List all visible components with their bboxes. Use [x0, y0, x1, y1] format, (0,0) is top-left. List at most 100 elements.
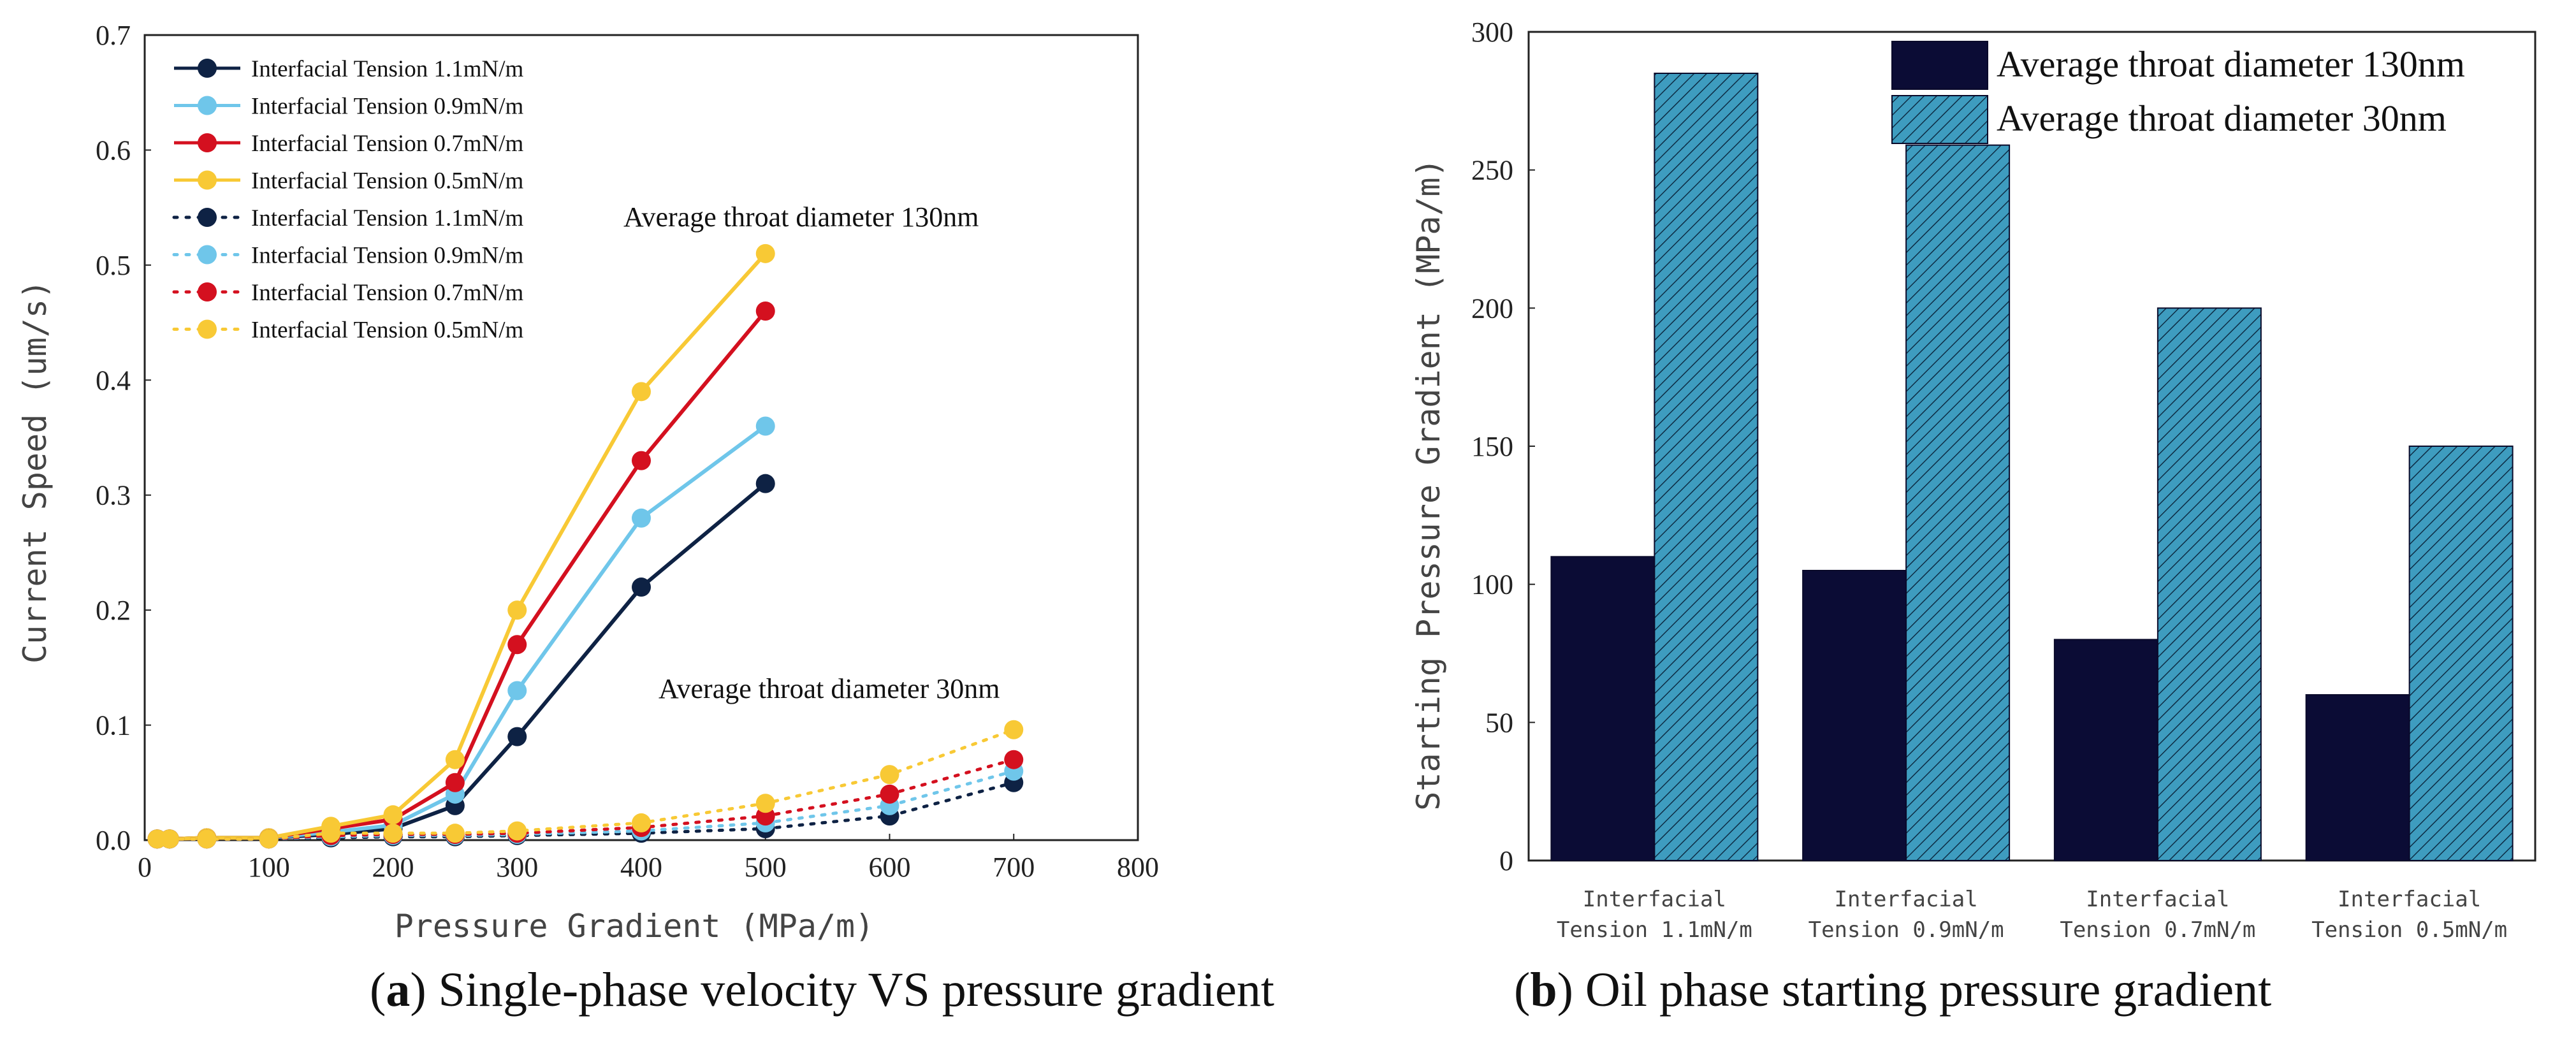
data-point — [755, 243, 775, 263]
data-point — [632, 508, 651, 528]
y-tick-label: 100 — [1471, 569, 1513, 600]
x-tick-label: 700 — [993, 852, 1035, 883]
category-label: Interfacial — [1835, 887, 1978, 912]
legend-marker — [198, 96, 217, 115]
legend-label: Interfacial Tension 0.7mN/m — [251, 131, 523, 157]
legend-label: Average throat diameter 130nm — [1997, 43, 2465, 85]
legend-swatch — [1891, 41, 1988, 90]
data-point — [507, 727, 527, 746]
bar-chart-category-labels: Interfacial Tension 1.1mN/m Interfacial Ten… — [1557, 887, 2507, 943]
data-point — [507, 635, 527, 655]
y-tick-label: 0.2 — [96, 595, 131, 626]
y-tick-label: 250 — [1471, 155, 1513, 186]
data-point — [755, 474, 775, 493]
series-dotted-7 — [147, 720, 1024, 849]
y-tick-label: 0.1 — [96, 710, 131, 741]
data-point — [445, 750, 465, 769]
bar-130nm — [2305, 694, 2410, 861]
bar-30nm — [2157, 307, 2262, 862]
x-tick-label: 400 — [620, 852, 662, 883]
bar-chart-ticks: 0 50 100 150 200 250 300 — [1471, 17, 1535, 876]
legend-marker — [198, 245, 217, 265]
data-point — [755, 302, 775, 321]
data-point — [259, 829, 279, 849]
line-chart-x-axis-title: Pressure Gradient (MPa/m) — [395, 908, 875, 945]
data-point — [445, 824, 465, 843]
x-tick-label: 600 — [869, 852, 911, 883]
y-tick-label: 150 — [1471, 431, 1513, 462]
x-tick-label: 200 — [372, 852, 414, 883]
legend-marker — [198, 170, 217, 190]
bar-30nm — [1905, 144, 2011, 862]
legend-swatch — [1891, 95, 1988, 144]
data-point — [321, 824, 341, 843]
bar-130nm — [1550, 556, 1655, 861]
bar-130nm — [1802, 570, 1907, 861]
bar-30nm — [1654, 73, 1759, 861]
category-label: Interfacial — [2338, 887, 2481, 912]
line-chart-series — [147, 243, 1024, 849]
y-tick-label: 0.0 — [96, 825, 131, 856]
data-point — [755, 794, 775, 813]
data-point — [445, 773, 465, 792]
data-point — [632, 813, 651, 832]
line-chart-legend: Interfacial Tension 1.1mN/m Interfacial T… — [172, 56, 523, 344]
data-point — [632, 382, 651, 402]
y-tick-label: 200 — [1471, 293, 1513, 324]
line-chart-ticks: 0 100 200 300 400 500 600 700 800 0.0 0.1 0.2 0.3 0.4… — [96, 20, 1159, 883]
y-tick-label: 0.6 — [96, 134, 131, 166]
legend-label: Interfacial Tension 0.9mN/m — [251, 243, 523, 269]
data-point — [159, 829, 179, 849]
data-point — [197, 829, 217, 849]
series-line — [157, 252, 767, 841]
x-tick-label: 800 — [1117, 852, 1159, 883]
y-tick-label: 0.3 — [96, 480, 131, 511]
data-point — [507, 681, 527, 701]
bar-chart-legend: Average throat diameter 130nm Average thr… — [1891, 41, 2465, 144]
category-label: Tension 1.1mN/m — [1557, 917, 1752, 943]
category-label: Tension 0.9mN/m — [1808, 917, 2004, 943]
y-tick-label: 0.5 — [96, 250, 131, 281]
caption-a-label: a — [386, 963, 410, 1017]
category-label: Interfacial — [2086, 887, 2229, 912]
bar-chart-bars — [1550, 73, 2514, 862]
category-label: Tension 0.5mN/m — [2311, 917, 2507, 943]
data-point — [632, 578, 651, 597]
bar-chart-y-axis-title: Starting Pressure Gradient (MPa/m) — [1410, 158, 1447, 811]
legend-marker — [198, 59, 217, 78]
y-tick-label: 0.7 — [96, 20, 131, 51]
data-point — [1004, 750, 1024, 769]
data-point — [507, 600, 527, 620]
legend-label: Interfacial Tension 0.7mN/m — [251, 280, 523, 306]
data-point — [632, 451, 651, 470]
y-tick-label: 300 — [1471, 17, 1513, 48]
series-line — [155, 728, 1015, 841]
data-point — [755, 416, 775, 436]
legend-label: Interfacial Tension 1.1mN/m — [251, 205, 523, 231]
caption-b: (b) Oil phase starting pressure gradient — [1514, 963, 2271, 1017]
bar-30nm — [2408, 446, 2514, 861]
legend-label: Interfacial Tension 1.1mN/m — [251, 56, 523, 82]
legend-marker — [198, 208, 217, 227]
caption-b-label: b — [1530, 963, 1557, 1017]
x-tick-label: 500 — [745, 852, 787, 883]
data-point — [383, 824, 403, 843]
data-point — [880, 765, 899, 785]
y-tick-label: 0.4 — [96, 365, 131, 396]
y-tick-label: 50 — [1485, 707, 1513, 738]
x-tick-label: 300 — [496, 852, 538, 883]
starting-pressure-bar-chart: 0 50 100 150 200 250 300 Interfacial Tension 1.… — [1410, 17, 2536, 943]
annotation-130nm: Average throat diameter 130nm — [623, 201, 979, 233]
category-label: Tension 0.7mN/m — [2060, 917, 2255, 943]
velocity-line-chart: 0 100 200 300 400 500 600 700 800 0.0 0.1 0.2 0.3 0.4… — [17, 20, 1159, 945]
caption-a: (a) Single-phase velocity VS pressure gr… — [370, 963, 1274, 1017]
legend-label: Average throat diameter 30nm — [1997, 98, 2447, 139]
annotation-30nm: Average throat diameter 30nm — [659, 673, 1000, 704]
y-tick-label: 0 — [1499, 845, 1513, 876]
x-tick-label: 0 — [138, 852, 152, 883]
legend-marker — [198, 319, 217, 339]
data-point — [1004, 720, 1024, 739]
category-label: Interfacial — [1583, 887, 1726, 912]
data-point — [383, 805, 403, 825]
